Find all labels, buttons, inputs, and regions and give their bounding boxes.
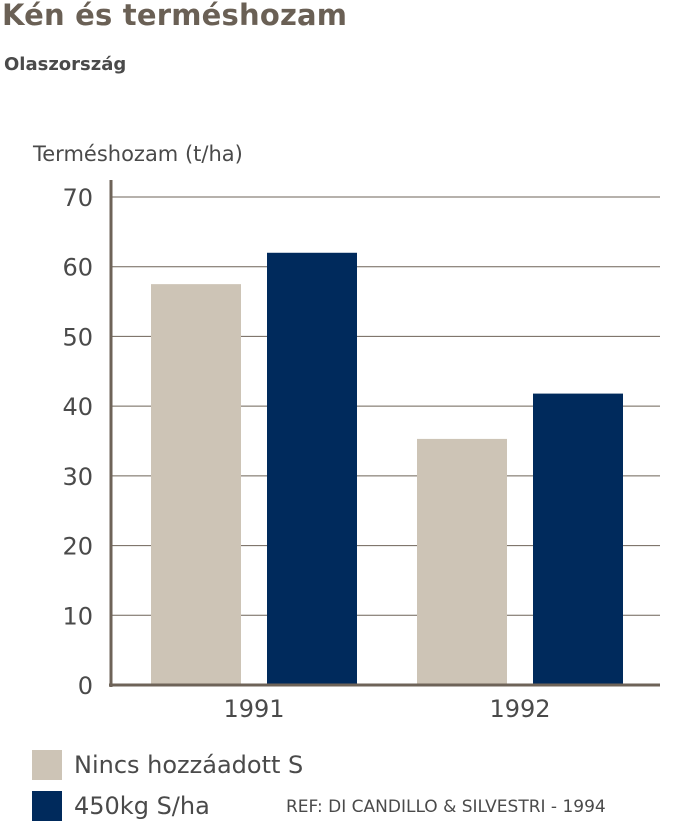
x-tick-label-1992: 1992 <box>489 695 550 723</box>
bar-1991-series-0 <box>151 284 241 685</box>
source-reference: REF: DI CANDILLO & SILVESTRI - 1994 <box>286 797 606 817</box>
chart-subtitle: Olaszország <box>4 54 127 75</box>
legend-label-sulfur-450: 450kg S/ha <box>74 792 210 820</box>
bar-1992-series-1 <box>533 393 623 685</box>
y-tick-label-60: 60 <box>62 254 93 282</box>
bar-1992-series-0 <box>417 438 507 685</box>
y-tick-label-30: 30 <box>62 463 93 491</box>
y-tick-label-50: 50 <box>62 323 93 351</box>
x-tick-label-1991: 1991 <box>223 695 284 723</box>
legend-item-sulfur-450: 450kg S/ha <box>32 791 210 821</box>
legend-swatch-no-sulfur <box>32 750 62 780</box>
y-tick-label-0: 0 <box>78 672 93 700</box>
bar-chart: 0 10 20 30 40 50 60 70 Terméshozam (t/ha) 1991 199… <box>32 142 660 723</box>
legend-item-no-sulfur: Nincs hozzáadott S <box>32 750 303 780</box>
legend-swatch-sulfur-450 <box>32 791 62 821</box>
chart-title: Kén és terméshozam <box>2 0 348 32</box>
y-tick-label-70: 70 <box>62 184 93 212</box>
bar-1991-series-1 <box>267 252 357 685</box>
legend-label-no-sulfur: Nincs hozzáadott S <box>74 751 304 779</box>
y-tick-label-10: 10 <box>62 602 93 630</box>
y-axis-title: Terméshozam (t/ha) <box>32 142 243 166</box>
y-tick-label-20: 20 <box>62 533 93 561</box>
y-tick-label-40: 40 <box>62 393 93 421</box>
